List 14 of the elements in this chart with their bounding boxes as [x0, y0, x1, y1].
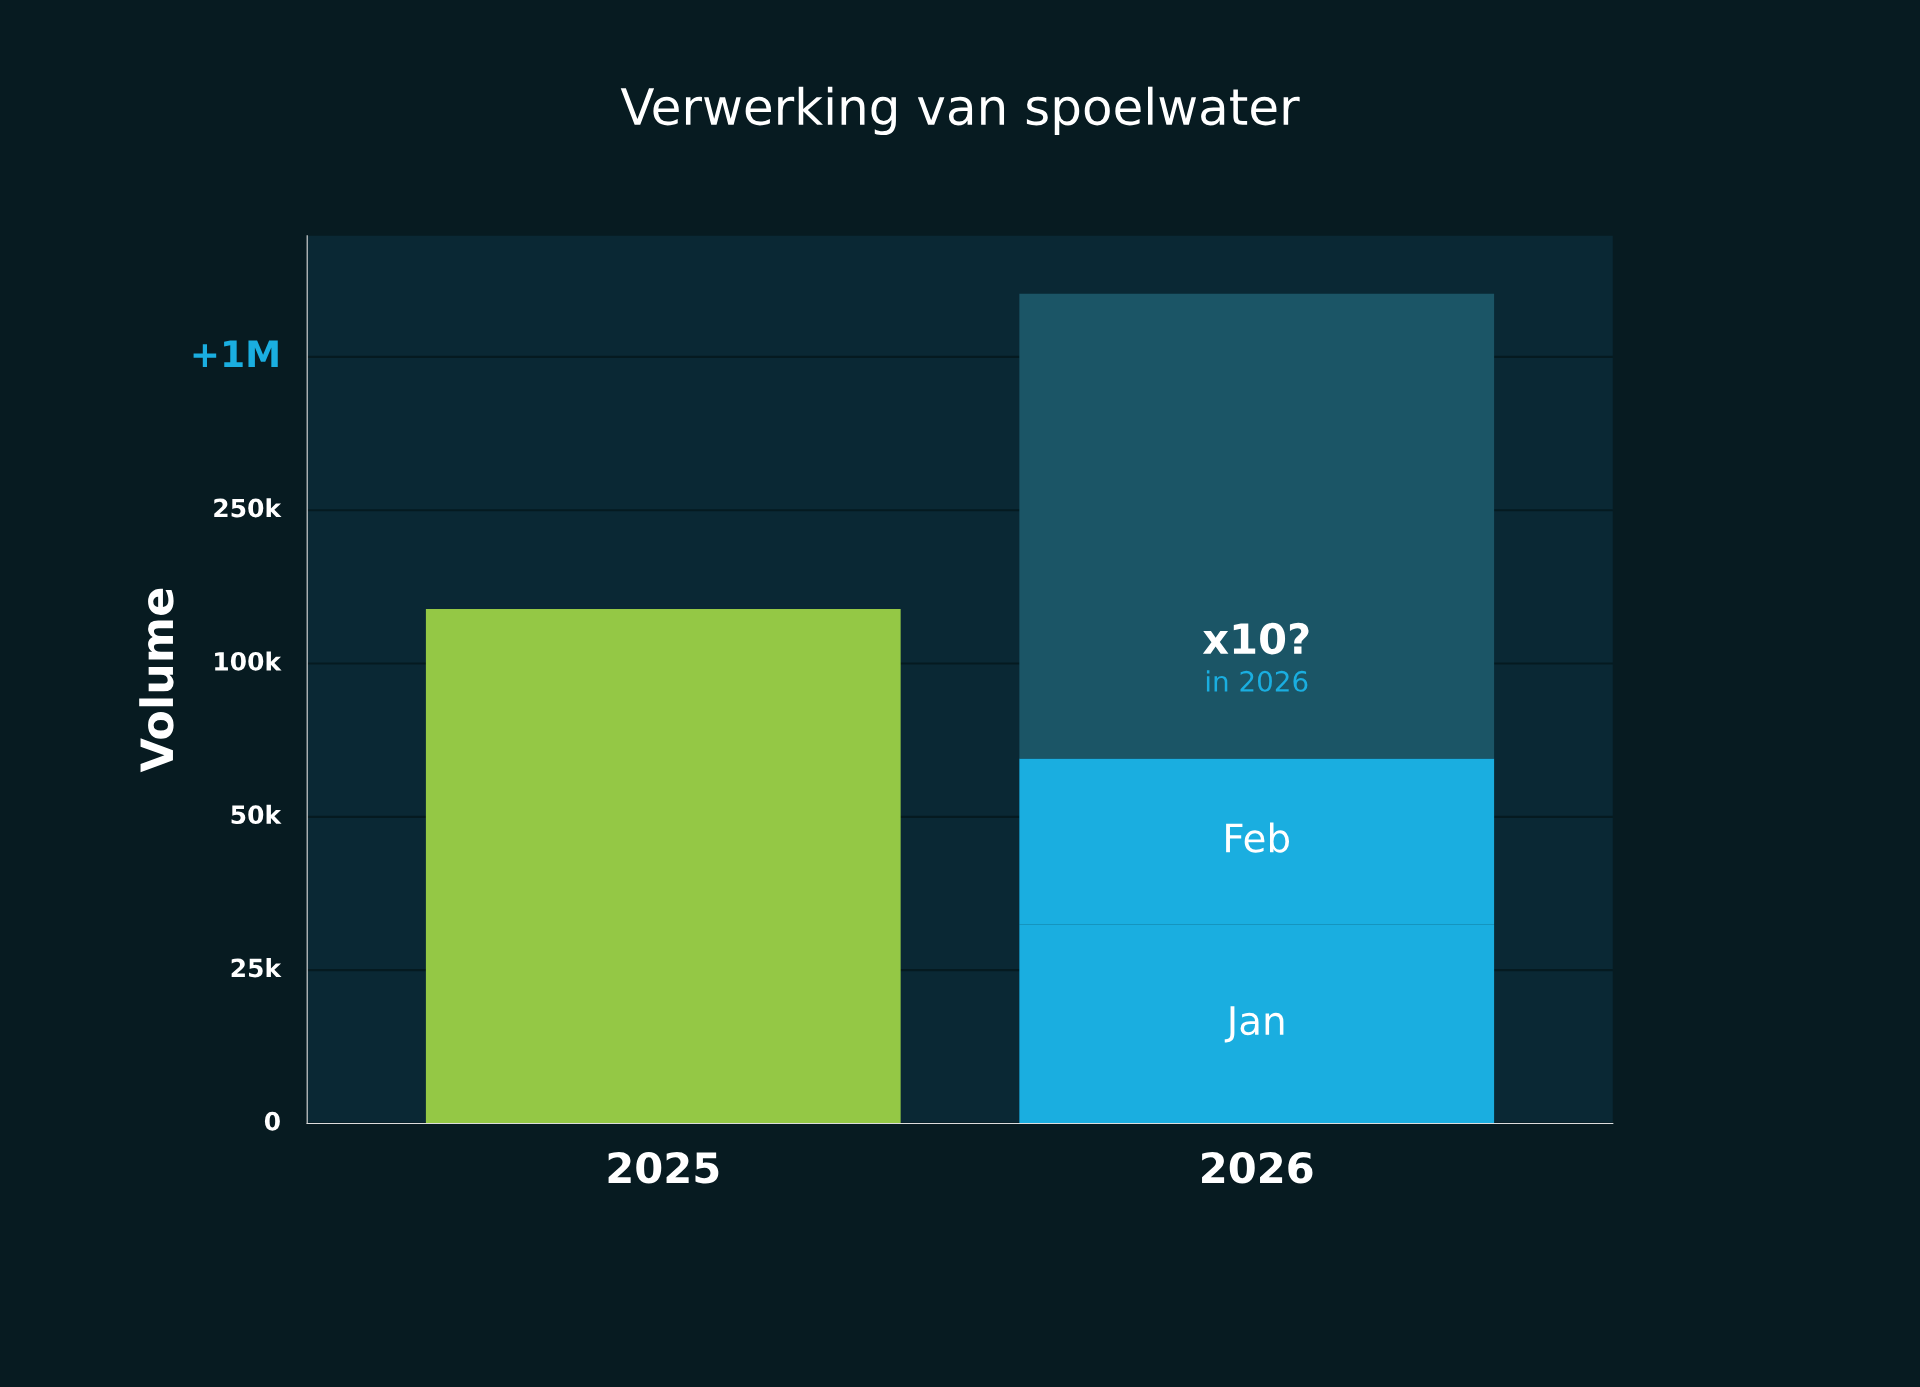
series-label: Jan [1224, 1006, 1284, 1043]
text: 50k [231, 804, 282, 825]
text: 0 [264, 1111, 280, 1131]
annotation: in 2026 [1206, 670, 1308, 692]
text: +1M [193, 340, 278, 367]
text: 25k [231, 958, 282, 978]
y-axis-title: Volume [139, 588, 174, 773]
chart-title: Verwerking van spoelwater [620, 86, 1300, 136]
annotation: x10? [1202, 622, 1309, 655]
text: 250k [214, 498, 282, 518]
series-label: Feb [1226, 822, 1290, 853]
x-tick-label: 2026 [1202, 1151, 1313, 1184]
text: 100k [215, 651, 282, 671]
x-tick-label: 2025 [608, 1151, 719, 1184]
